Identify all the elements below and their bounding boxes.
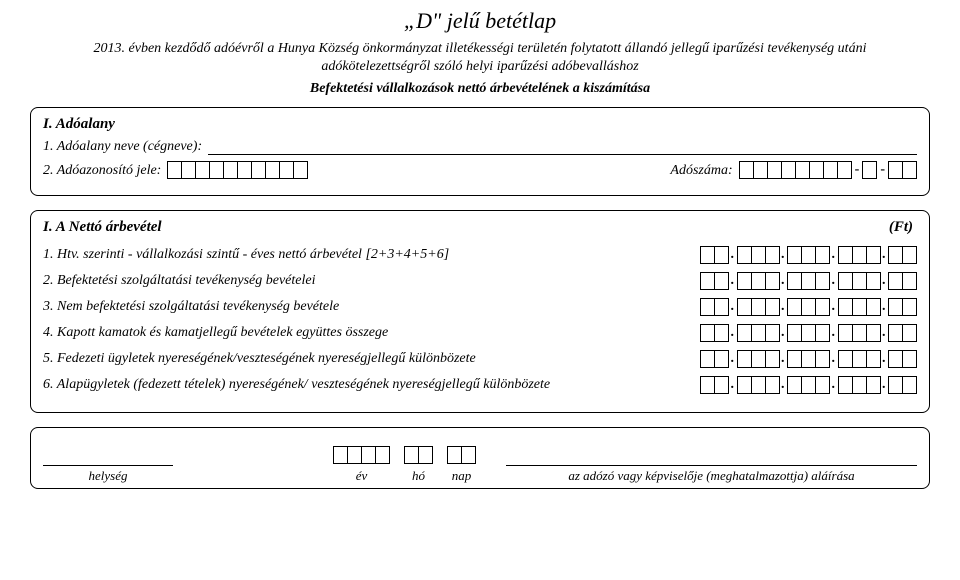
day-boxes[interactable]	[447, 446, 476, 464]
month-label: hó	[412, 468, 425, 484]
form-intro: 2013. évben kezdődő adóévről a Hunya Köz…	[30, 40, 930, 75]
amount-input[interactable]: ....	[700, 298, 917, 316]
taxpayer-ids-row: 2. Adóazonosító jele: Adószáma: --	[43, 161, 917, 179]
revenue-row-label: 1. Htv. szerinti - vállalkozási szintű -…	[43, 247, 700, 263]
amount-input[interactable]: ....	[700, 350, 917, 368]
tax-id-label: 2. Adóazonosító jele:	[43, 163, 161, 179]
tax-number-label: Adószáma:	[670, 163, 732, 179]
revenue-row: 1. Htv. szerinti - vállalkozási szintű -…	[43, 246, 917, 264]
revenue-row: 2. Befektetési szolgáltatási tevékenység…	[43, 272, 917, 290]
section-revenue-title: I. A Nettó árbevétel	[43, 219, 162, 236]
revenue-row: 3. Nem befektetési szolgáltatási tevéken…	[43, 298, 917, 316]
tax-number-boxes[interactable]: --	[739, 161, 917, 179]
year-boxes[interactable]	[333, 446, 390, 464]
day-label: nap	[452, 468, 472, 484]
revenue-row: 4. Kapott kamatok és kamatjellegű bevéte…	[43, 324, 917, 342]
form-title: „D" jelű betétlap	[30, 8, 930, 34]
revenue-row-label: 2. Befektetési szolgáltatási tevékenység…	[43, 273, 700, 289]
taxpayer-name-input[interactable]	[208, 141, 917, 155]
taxpayer-name-row: 1. Adóalany neve (cégneve):	[43, 139, 917, 155]
revenue-rows: 1. Htv. szerinti - vállalkozási szintű -…	[43, 246, 917, 394]
date-group: év hó nap	[333, 446, 476, 484]
amount-input[interactable]: ....	[700, 272, 917, 290]
signature-label: az adózó vagy képviselője (meghatalmazot…	[568, 468, 854, 484]
section-taxpayer-title: I. Adóalany	[43, 116, 917, 133]
year-label: év	[356, 468, 368, 484]
tax-id-boxes[interactable]	[167, 161, 308, 179]
form-subheading: Befektetési vállalkozások nettó árbevéte…	[30, 81, 930, 97]
amount-input[interactable]: ....	[700, 246, 917, 264]
amount-input[interactable]: ....	[700, 376, 917, 394]
signature-line[interactable]	[506, 452, 917, 466]
revenue-row: 6. Alapügyletek (fedezett tételek) nyere…	[43, 376, 917, 394]
revenue-row-label: 6. Alapügyletek (fedezett tételek) nyere…	[43, 377, 700, 393]
amount-input[interactable]: ....	[700, 324, 917, 342]
revenue-row-label: 3. Nem befektetési szolgáltatási tevéken…	[43, 299, 700, 315]
section-revenue: I. A Nettó árbevétel (Ft) 1. Htv. szerin…	[30, 210, 930, 413]
currency-label: (Ft)	[889, 219, 917, 236]
revenue-row-label: 5. Fedezeti ügyletek nyereségének/veszte…	[43, 351, 700, 367]
footer-signature-box: helység év hó nap az adózó vagy képvisel…	[30, 427, 930, 489]
revenue-row: 5. Fedezeti ügyletek nyereségének/veszte…	[43, 350, 917, 368]
month-boxes[interactable]	[404, 446, 433, 464]
place-input[interactable]	[43, 452, 173, 466]
revenue-row-label: 4. Kapott kamatok és kamatjellegű bevéte…	[43, 325, 700, 341]
taxpayer-name-label: 1. Adóalany neve (cégneve):	[43, 139, 202, 155]
section-taxpayer: I. Adóalany 1. Adóalany neve (cégneve): …	[30, 107, 930, 196]
place-label: helység	[89, 468, 128, 484]
